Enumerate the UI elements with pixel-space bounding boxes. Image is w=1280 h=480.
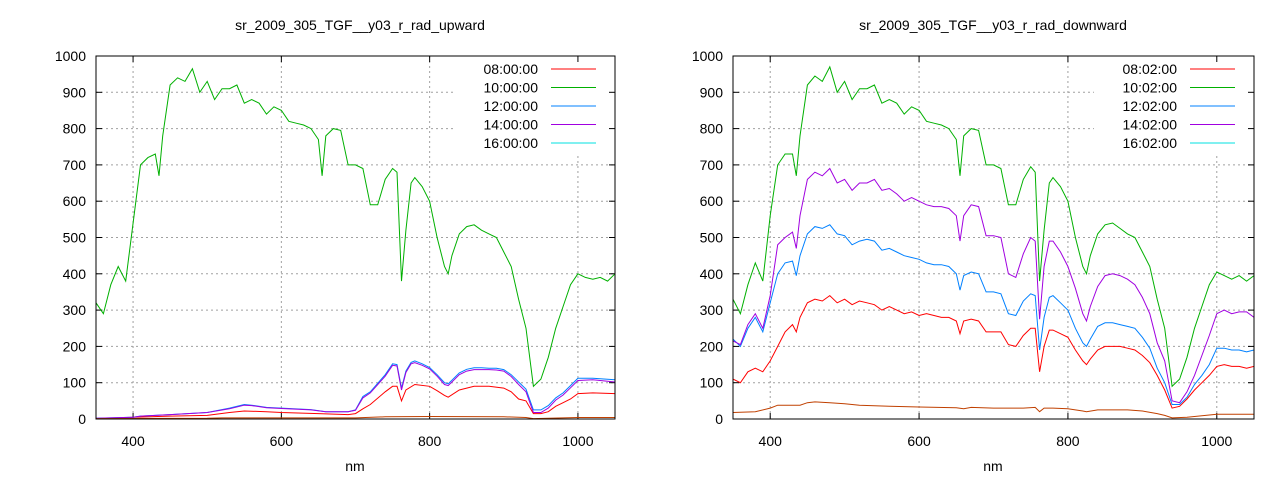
legend-label: 08:02:00 [1123, 61, 1178, 77]
plot-frame [95, 55, 616, 420]
x-tick-label: 600 [270, 433, 294, 449]
y-tick-label: 700 [63, 157, 87, 173]
x-tick-label: 1000 [1201, 433, 1232, 449]
y-tick-label: 1000 [55, 48, 86, 64]
y-tick-label: 1000 [692, 48, 723, 64]
series-line-08-02-00 [733, 294, 1254, 409]
upward-radiance-chart: sr_2009_305_TGF__y03_r_rad_upward nm 0 10… [55, 17, 616, 474]
x-axis-label: nm [345, 458, 364, 474]
y-tick-label: 800 [700, 121, 724, 137]
y-tick-label: 900 [700, 84, 724, 100]
legend-label: 14:02:00 [1123, 117, 1178, 133]
y-tick-label: 200 [63, 338, 87, 354]
y-tick-label: 100 [63, 375, 87, 391]
legend-label: 12:02:00 [1123, 98, 1178, 114]
x-axis-label: nm [983, 458, 1002, 474]
x-tick-label: 800 [418, 433, 442, 449]
y-tick-label: 200 [700, 338, 724, 354]
y-tick-label: 100 [700, 375, 724, 391]
series-line-10-00-00 [96, 67, 615, 388]
legend-label: 14:00:00 [484, 117, 539, 133]
series-line-14-02-00 [733, 167, 1254, 404]
y-tick-label: 500 [63, 230, 87, 246]
legend-label: 10:02:00 [1123, 80, 1178, 96]
x-tick-label: 1000 [562, 433, 593, 449]
series-line-16-00-00 [96, 415, 615, 419]
y-tick-label: 400 [63, 266, 87, 282]
downward-radiance-chart: sr_2009_305_TGF__y03_r_rad_downward nm 0… [692, 17, 1255, 474]
x-tick-label: 400 [759, 433, 783, 449]
y-tick-label: 800 [63, 121, 87, 137]
y-tick-label: 300 [700, 302, 724, 318]
legend-label: 16:00:00 [484, 135, 539, 151]
y-tick-label: 300 [63, 302, 87, 318]
legend-label: 12:00:00 [484, 98, 539, 114]
x-tick-label: 600 [907, 433, 931, 449]
series-line-10-02-00 [733, 65, 1254, 388]
legend-label: 10:00:00 [484, 80, 539, 96]
plot-frame [732, 55, 1255, 420]
y-tick-label: 0 [78, 411, 86, 427]
series-line-08-00-00 [96, 383, 615, 419]
chart-title: sr_2009_305_TGF__y03_r_rad_upward [235, 17, 485, 33]
y-tick-label: 600 [700, 193, 724, 209]
y-tick-label: 700 [700, 157, 724, 173]
series-line-12-02-00 [733, 224, 1254, 405]
legend-label: 16:02:00 [1123, 135, 1178, 151]
y-tick-label: 400 [700, 266, 724, 282]
chart-title: sr_2009_305_TGF__y03_r_rad_downward [859, 17, 1127, 33]
y-tick-label: 500 [700, 230, 724, 246]
y-tick-label: 600 [63, 193, 87, 209]
x-tick-label: 400 [121, 433, 145, 449]
legend-label: 08:00:00 [484, 61, 539, 77]
y-tick-label: 0 [715, 411, 723, 427]
y-tick-label: 900 [63, 84, 87, 100]
x-tick-label: 800 [1056, 433, 1080, 449]
series-line-14-00-00 [96, 362, 615, 419]
series-line-16-02-00 [733, 401, 1254, 419]
